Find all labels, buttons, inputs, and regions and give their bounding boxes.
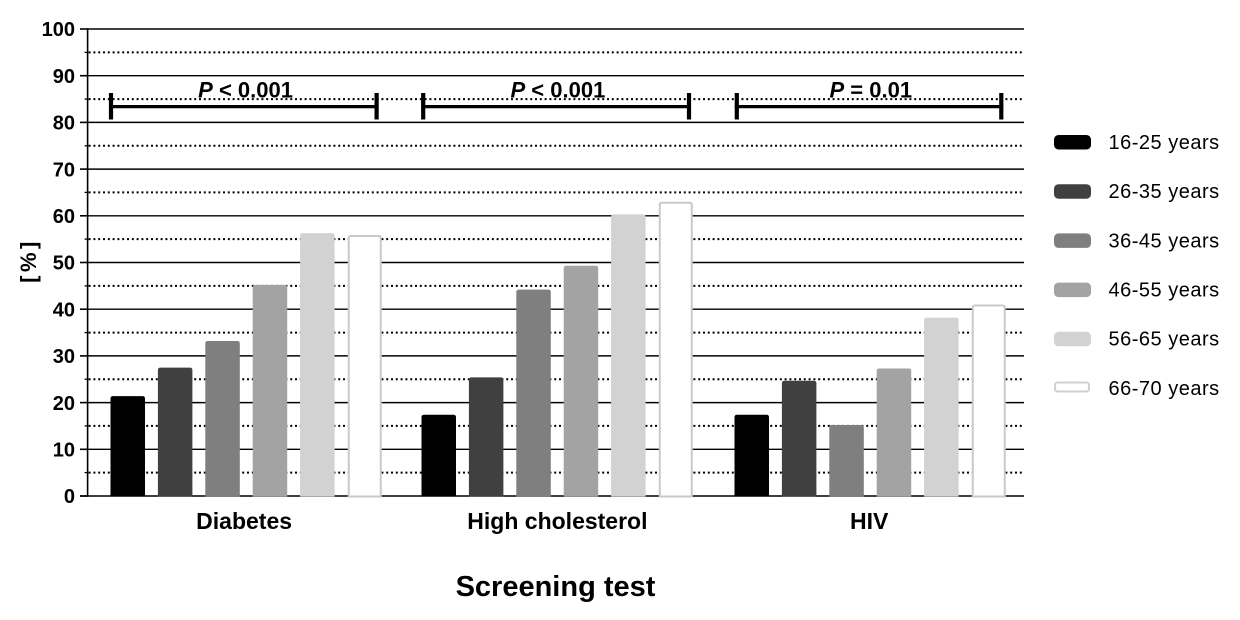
svg-text:High cholesterol: High cholesterol xyxy=(467,508,647,534)
svg-text:30: 30 xyxy=(53,346,75,368)
svg-text:P < 0.001: P < 0.001 xyxy=(510,78,605,103)
svg-text:0: 0 xyxy=(64,486,75,508)
svg-text:40: 40 xyxy=(53,299,75,321)
svg-text:60: 60 xyxy=(53,206,75,228)
svg-text:[%]: [%] xyxy=(16,238,41,283)
svg-text:20: 20 xyxy=(53,393,75,415)
svg-text:70: 70 xyxy=(53,159,75,181)
svg-text:10: 10 xyxy=(53,440,75,462)
svg-text:90: 90 xyxy=(53,66,75,88)
svg-text:80: 80 xyxy=(53,113,75,135)
svg-text:50: 50 xyxy=(53,253,75,275)
svg-text:Screening test: Screening test xyxy=(456,571,656,603)
svg-text:26-35 years: 26-35 years xyxy=(1109,181,1220,203)
svg-text:16-25 years: 16-25 years xyxy=(1109,132,1220,154)
svg-text:HIV: HIV xyxy=(850,508,889,534)
svg-text:P < 0.001: P < 0.001 xyxy=(198,78,293,103)
svg-text:P = 0.01: P = 0.01 xyxy=(830,78,913,103)
svg-text:46-55 years: 46-55 years xyxy=(1109,280,1220,302)
svg-text:56-65 years: 56-65 years xyxy=(1109,329,1220,351)
svg-text:Diabetes: Diabetes xyxy=(196,508,292,534)
svg-text:36-45 years: 36-45 years xyxy=(1109,230,1220,252)
svg-text:100: 100 xyxy=(42,19,75,41)
svg-text:66-70 years: 66-70 years xyxy=(1109,378,1220,400)
